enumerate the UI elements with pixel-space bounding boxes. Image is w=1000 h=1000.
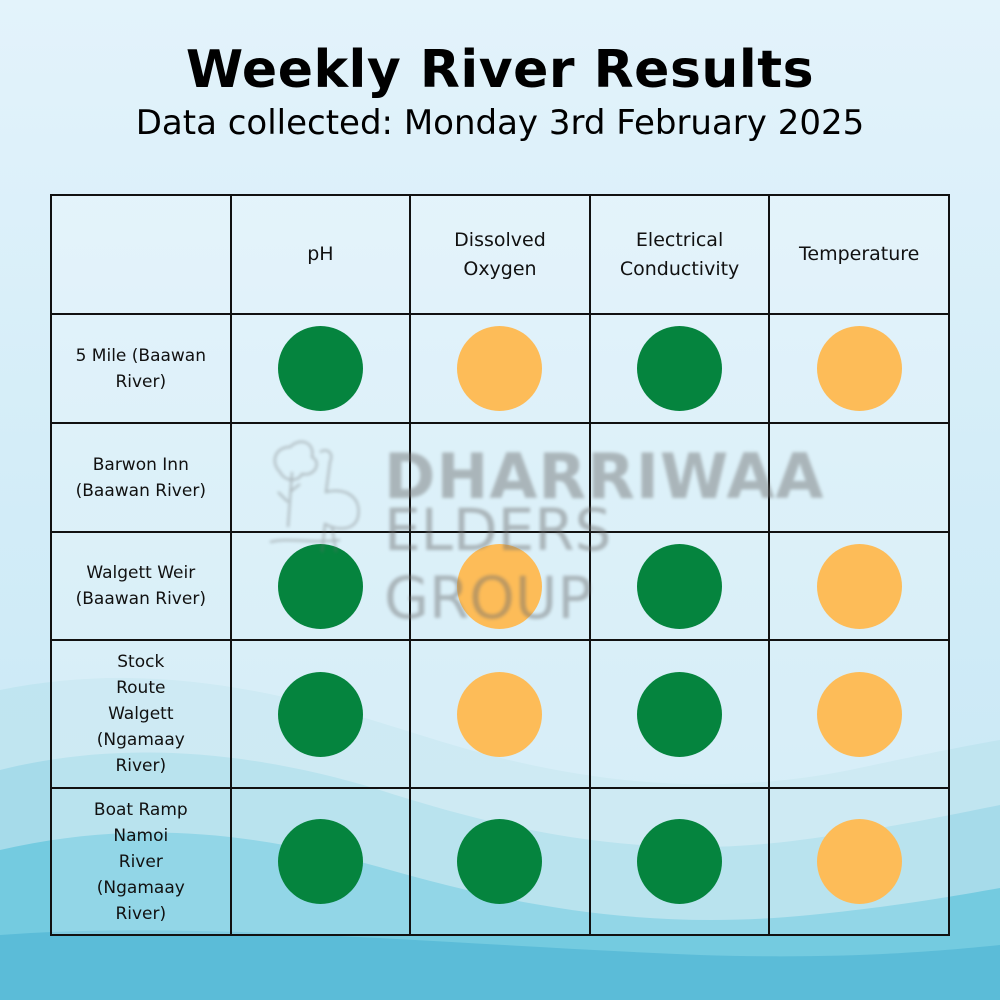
rating-indicator	[277, 819, 363, 904]
header-ph: pH	[229, 194, 412, 315]
rating-indicator	[457, 543, 543, 629]
header-electrical-conductivity-label: Electrical Conductivity	[619, 228, 740, 280]
rating-indicator	[457, 326, 543, 411]
site-name: Walgett Weir (Baawan River)	[50, 531, 232, 641]
header-dissolved-oxygen: Dissolved Oxygen	[409, 194, 591, 315]
rating-indicator	[637, 543, 723, 629]
rating-indicator	[637, 819, 723, 904]
header-row: pH Dissolved Oxygen Electrical Conductiv…	[50, 194, 950, 315]
rating-cell	[229, 313, 412, 424]
rating-cell	[409, 422, 591, 533]
table-row: Barwon Inn (Baawan River)	[50, 422, 950, 533]
table-row: 5 Mile (Baawan River)	[50, 313, 950, 424]
site-name-label: Boat Ramp Namoi River (Ngamaay River)	[93, 799, 188, 924]
rating-cell	[768, 313, 950, 424]
rating-cell	[229, 531, 412, 641]
rating-indicator	[637, 326, 723, 411]
site-name: Stock Route Walgett (Ngamaay River)	[50, 639, 232, 789]
header-electrical-conductivity: Electrical Conductivity	[588, 194, 771, 315]
site-name: Barwon Inn (Baawan River)	[50, 422, 232, 533]
rating-cell	[409, 787, 591, 936]
rating-cell	[409, 531, 591, 641]
page-subtitle: Data collected: Monday 3rd February 2025	[135, 103, 865, 143]
rating-indicator	[816, 543, 902, 629]
site-name: Boat Ramp Namoi River (Ngamaay River)	[50, 787, 232, 936]
rating-cell	[768, 531, 950, 641]
results-table: pH Dissolved Oxygen Electrical Conductiv…	[50, 194, 950, 936]
site-name-label: Stock Route Walgett (Ngamaay River)	[96, 652, 185, 776]
table-row: Walgett Weir (Baawan River)	[50, 531, 950, 641]
rating-cell	[229, 422, 412, 533]
site-name: 5 Mile (Baawan River)	[50, 313, 232, 424]
table-row: Stock Route Walgett (Ngamaay River)	[50, 639, 950, 789]
rating-indicator	[457, 819, 543, 904]
header-dissolved-oxygen-label: Dissolved Oxygen	[454, 228, 546, 280]
rating-indicator	[816, 671, 902, 757]
rating-cell	[588, 531, 771, 641]
rating-cell	[229, 787, 412, 936]
rating-indicator	[816, 819, 902, 904]
rating-cell	[588, 422, 771, 533]
rating-indicator	[457, 671, 543, 757]
rating-cell	[768, 639, 950, 789]
rating-indicator	[816, 326, 902, 411]
rating-cell	[588, 639, 771, 789]
rating-cell	[588, 787, 771, 936]
rating-cell	[768, 422, 950, 533]
rating-cell	[409, 313, 591, 424]
header-corner	[50, 194, 232, 315]
rating-indicator	[277, 671, 363, 757]
table-row: Boat Ramp Namoi River (Ngamaay River)	[50, 787, 950, 936]
rating-cell	[768, 787, 950, 936]
rating-cell	[229, 639, 412, 789]
rating-cell	[409, 639, 591, 789]
header-temperature: Temperature	[768, 194, 950, 315]
page-title: Weekly River Results	[185, 40, 815, 100]
rating-indicator	[277, 326, 363, 411]
rating-indicator	[637, 671, 723, 757]
rating-cell	[588, 313, 771, 424]
rating-indicator	[277, 543, 363, 629]
